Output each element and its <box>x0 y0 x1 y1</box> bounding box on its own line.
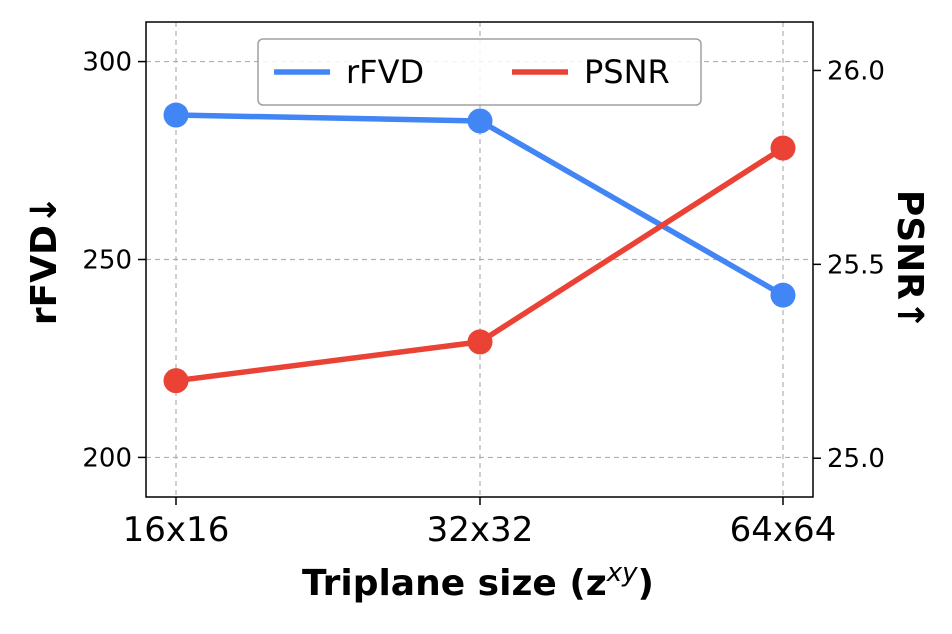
data-point-rfvd <box>770 282 796 308</box>
left-y-tick-label: 250 <box>82 246 132 276</box>
legend-box <box>257 38 702 106</box>
x-axis-title-main: Triplane size (z <box>302 563 607 604</box>
series-layer <box>163 102 796 394</box>
data-point-psnr <box>467 329 493 355</box>
legend: rFVD PSNR <box>257 38 702 106</box>
data-point-rfvd <box>467 108 493 134</box>
legend-label-psnr: PSNR <box>584 53 670 91</box>
legend-label-rfvd: rFVD <box>346 53 424 91</box>
data-point-psnr <box>770 135 796 161</box>
plot-frame <box>145 21 814 498</box>
data-point-rfvd <box>163 102 189 128</box>
x-tick-label: 32x32 <box>427 510 534 550</box>
x-tick-label: 16x16 <box>123 510 230 550</box>
right-axis-title: PSNR↑ <box>889 190 930 330</box>
x-axis-title: Triplane size (zxy) <box>302 558 654 604</box>
right-y-tick-label: 25.5 <box>827 250 885 280</box>
x-axis-title-sup: xy <box>606 558 638 588</box>
left-y-tick-label: 300 <box>82 48 132 78</box>
data-point-psnr <box>163 368 189 394</box>
left-y-tick-label: 200 <box>82 443 132 473</box>
x-axis-title-end: ) <box>638 563 654 604</box>
axes: 16x16 32x32 64x64 200 250 300 25.0 25.5 26.0 <box>82 21 885 550</box>
right-y-tick-label: 25.0 <box>827 444 885 474</box>
left-axis-title: rFVD↓ <box>24 195 65 325</box>
right-y-tick-label: 26.0 <box>827 56 885 86</box>
x-tick-label: 64x64 <box>730 510 837 550</box>
